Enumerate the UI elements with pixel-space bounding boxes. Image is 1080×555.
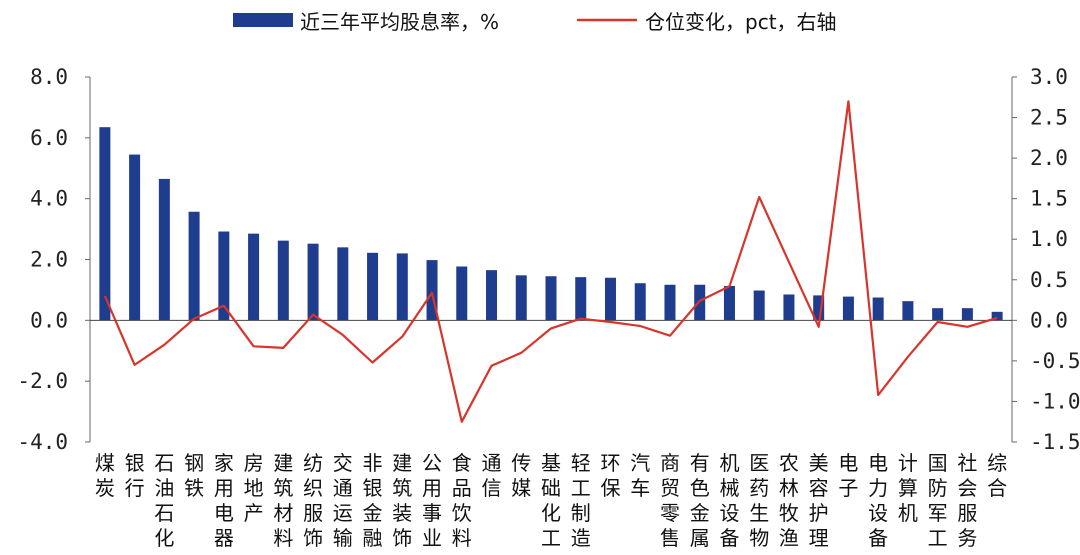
category-label: 钢铁 [184, 451, 204, 500]
right-tick-label: 3.0 [1030, 65, 1068, 89]
bar [307, 243, 319, 321]
bar [961, 308, 973, 321]
right-tick-label: 0.5 [1030, 268, 1068, 292]
category-label: 建筑装饰 [392, 451, 412, 550]
right-tick-label: -1.0 [1030, 389, 1080, 413]
right-tick-label: -0.5 [1030, 349, 1080, 373]
legend-bar-label: 近三年平均股息率，% [300, 10, 499, 34]
category-label: 公用事业 [422, 451, 442, 550]
left-tick-label: -4.0 [17, 430, 68, 454]
category-label: 美容护理 [809, 451, 829, 550]
bar [396, 253, 408, 321]
bar [248, 233, 260, 321]
category-label: 建筑材料 [273, 451, 293, 550]
bar [337, 247, 349, 321]
bar [188, 211, 200, 321]
left-tick-label: 4.0 [30, 187, 68, 211]
left-tick-label: 8.0 [30, 65, 68, 89]
bar [753, 290, 765, 321]
right-tick-label: 1.0 [1030, 227, 1068, 251]
category-label: 计算机 [898, 451, 918, 525]
category-label: 医药生物 [749, 451, 769, 550]
category-label: 有色金属 [690, 451, 710, 550]
line-series [103, 100, 998, 423]
right-tick-label: 0.0 [1030, 308, 1068, 332]
category-label: 通信 [482, 451, 502, 500]
bar [129, 154, 141, 321]
bar [575, 277, 587, 321]
category-label: 石油石化 [154, 451, 174, 550]
category-label: 轻工制造 [571, 451, 591, 550]
bar [486, 270, 498, 321]
bar [723, 285, 735, 321]
category-label: 电子 [838, 451, 858, 500]
category-label: 汽车 [630, 451, 650, 500]
category-label: 电力设备 [868, 451, 888, 550]
category-label: 国防军工 [928, 451, 948, 550]
bar [664, 284, 676, 321]
bar [367, 252, 379, 321]
bar [842, 296, 854, 321]
category-label: 环保 [600, 451, 620, 500]
bar [158, 178, 170, 321]
category-label: 交通运输 [333, 451, 353, 550]
category-label: 机械设备 [719, 451, 739, 550]
bar [456, 266, 468, 321]
bar [783, 294, 795, 321]
bar [872, 297, 884, 321]
left-tick-label: 2.0 [30, 248, 68, 272]
bar [604, 277, 616, 321]
bar [991, 311, 1003, 321]
right-tick-label: -1.5 [1030, 430, 1080, 454]
bar [515, 275, 527, 321]
bar [545, 276, 557, 321]
bar [932, 308, 944, 321]
category-label: 银行 [125, 451, 145, 500]
legend-bar-swatch [233, 13, 293, 27]
category-label: 食品饮料 [452, 451, 472, 550]
bar [277, 240, 289, 321]
left-tick-label: 6.0 [30, 126, 68, 150]
right-tick-label: 2.0 [1030, 146, 1068, 170]
bar [634, 283, 646, 321]
bar [426, 260, 438, 321]
category-label: 纺织服饰 [303, 451, 323, 550]
category-label: 房地产 [244, 451, 264, 525]
category-label: 农林牧渔 [779, 451, 799, 550]
bar [218, 231, 230, 321]
category-label: 综合 [987, 451, 1007, 500]
bar [99, 127, 111, 321]
right-tick-label: 2.5 [1030, 106, 1068, 130]
category-label: 家用电器 [214, 451, 234, 550]
category-label: 商贸零售 [660, 451, 680, 550]
bar [902, 301, 914, 321]
left-tick-label: 0.0 [30, 308, 68, 332]
category-label: 传媒 [511, 451, 531, 500]
bar [813, 295, 825, 321]
legend-line-label: 仓位变化，pct，右轴 [645, 10, 837, 34]
left-tick-label: -2.0 [17, 369, 68, 393]
category-label: 煤炭 [95, 451, 115, 500]
category-label: 非银金融 [363, 451, 383, 550]
right-tick-label: 1.5 [1030, 187, 1068, 211]
category-label: 社会服务 [957, 451, 977, 550]
category-label: 基础化工 [541, 451, 561, 550]
